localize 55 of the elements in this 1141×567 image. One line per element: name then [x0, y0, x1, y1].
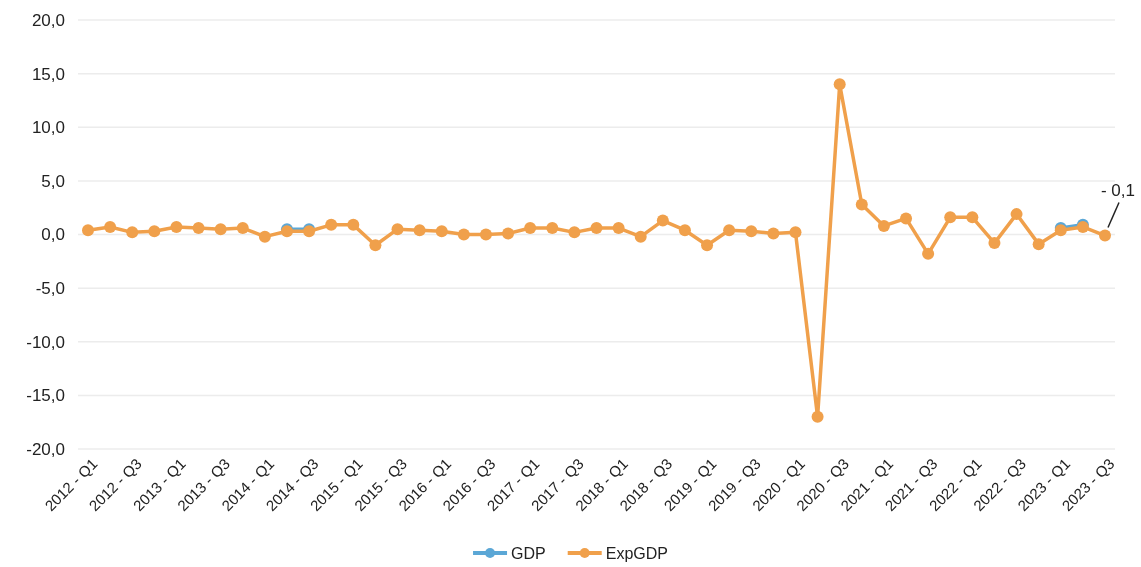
point: [944, 211, 957, 224]
point: [192, 222, 205, 235]
point: [457, 228, 470, 241]
point: [413, 224, 426, 237]
y-tick-label: -10,0: [26, 332, 65, 352]
annotation: - 0,1: [1100, 180, 1135, 200]
point: [568, 226, 581, 239]
point: [104, 220, 117, 233]
point: [1010, 208, 1023, 221]
y-tick-label: 20,0: [31, 10, 65, 30]
point: [546, 222, 559, 235]
point: [170, 220, 183, 233]
point: [479, 228, 492, 241]
point: [966, 211, 979, 224]
point: [435, 225, 448, 238]
point: [236, 222, 249, 235]
point: [900, 212, 913, 225]
y-tick-label: 10,0: [31, 118, 65, 138]
point: [1099, 229, 1111, 242]
point: [855, 198, 868, 211]
point: [745, 225, 758, 238]
legend-label: GDP: [511, 544, 546, 562]
point: [590, 222, 603, 235]
point: [347, 218, 360, 231]
point: [678, 224, 691, 237]
point: [1032, 238, 1045, 251]
point: [524, 222, 537, 235]
y-tick-label: -5,0: [35, 279, 65, 299]
point: [325, 218, 338, 231]
point: [877, 219, 890, 232]
legend-label: ExpGDP: [605, 544, 668, 562]
point: [833, 78, 846, 91]
y-tick-label: 0,0: [41, 225, 65, 245]
point: [767, 227, 780, 240]
y-tick-label: -20,0: [26, 439, 65, 459]
point: [988, 237, 1001, 250]
y-tick-label: 5,0: [41, 171, 65, 191]
point: [82, 224, 94, 237]
point: [214, 223, 227, 236]
point: [148, 225, 161, 238]
point: [612, 222, 625, 235]
point: [789, 226, 802, 239]
y-tick-label: 15,0: [31, 64, 65, 84]
point: [126, 226, 139, 239]
point: [634, 230, 647, 243]
point: [723, 224, 736, 237]
point: [502, 227, 515, 240]
point: [391, 223, 404, 236]
point: [811, 410, 824, 423]
y-tick-label: -15,0: [26, 386, 65, 406]
point: [701, 239, 714, 252]
point: [369, 239, 382, 252]
point: [258, 230, 271, 243]
point: [922, 247, 935, 260]
point: [656, 214, 669, 227]
